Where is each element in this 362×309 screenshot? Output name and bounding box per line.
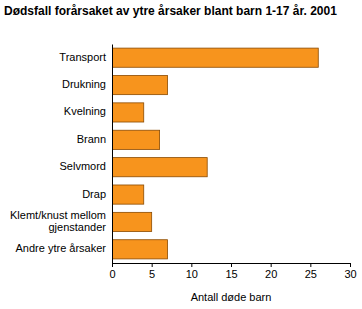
bar <box>112 48 318 67</box>
tick-mark <box>231 263 232 267</box>
text-line: Klemt/knust mellom <box>10 209 106 221</box>
tick-mark <box>350 263 351 267</box>
text-line: Andre ytre årsaker <box>16 242 107 254</box>
text-line: Kvelning <box>64 105 106 117</box>
tick: Brann <box>77 133 112 145</box>
text-line: Dødsfall forårsaket av ytre årsaker blan… <box>4 4 337 18</box>
title: Dødsfall forårsaket av ytre årsaker blan… <box>4 4 337 18</box>
tick-label: 25 <box>305 268 317 280</box>
tick: Drukning <box>62 78 112 90</box>
tick-label: 30 <box>344 268 356 280</box>
tick: Transport <box>59 51 112 63</box>
tick-mark <box>271 263 272 267</box>
tick: 25 <box>305 263 317 280</box>
tick-mark <box>191 263 192 267</box>
tick-label: 20 <box>265 268 277 280</box>
tick-label: Brann <box>77 133 106 145</box>
axis-line <box>112 45 113 264</box>
tick-label: Transport <box>59 51 106 63</box>
tick: 0 <box>109 263 115 280</box>
tick-label: Drukning <box>62 78 106 90</box>
tick: Klemt/knust mellomgjenstander <box>10 209 112 233</box>
bars <box>112 48 318 259</box>
tick-mark <box>152 263 153 267</box>
text-line: Drap <box>82 187 106 199</box>
tick-label: Andre ytre årsaker <box>16 242 107 254</box>
tick-label: 15 <box>225 268 237 280</box>
plot: 0 5 10 15 20 25 30 Transport Drukning Kvelning Bra… <box>10 45 357 280</box>
tick: Kvelning <box>64 105 112 117</box>
bar <box>112 240 168 259</box>
y-axis: Transport Drukning Kvelning Brann Selvmord Dr… <box>10 45 112 264</box>
tick-label: Selvmord <box>60 160 106 172</box>
tick-label: 10 <box>186 268 198 280</box>
x-axis: 0 5 10 15 20 25 30 <box>109 263 356 280</box>
x-axis-title: Antall døde barn <box>191 291 272 303</box>
tick: 20 <box>265 263 277 280</box>
bar <box>112 103 144 122</box>
tick: 5 <box>149 263 155 280</box>
text-line: Selvmord <box>60 160 106 172</box>
tick-mark <box>310 263 311 267</box>
bar <box>112 212 152 231</box>
text-line: Transport <box>59 51 106 63</box>
tick-label: Kvelning <box>64 105 106 117</box>
tick-label: 5 <box>149 268 155 280</box>
tick: Andre ytre årsaker <box>16 242 112 254</box>
chart: Dødsfall forårsaket av ytre årsaker blan… <box>0 0 362 309</box>
text-line: gjenstander <box>49 221 107 233</box>
tick-label: Drap <box>82 187 106 199</box>
tick: Drap <box>82 187 112 199</box>
tick: 30 <box>344 263 356 280</box>
tick-label: 0 <box>109 268 115 280</box>
text-line: Brann <box>77 133 106 145</box>
bar <box>112 75 168 94</box>
bar <box>112 130 160 149</box>
tick-mark <box>112 263 113 267</box>
tick: Selvmord <box>60 160 112 172</box>
bar <box>112 158 207 177</box>
tick: 10 <box>186 263 198 280</box>
text-line: Drukning <box>62 78 106 90</box>
tick: 15 <box>225 263 237 280</box>
bar <box>112 185 144 204</box>
axis-line <box>113 264 351 268</box>
tick-label: Klemt/knust mellomgjenstander <box>10 209 106 233</box>
